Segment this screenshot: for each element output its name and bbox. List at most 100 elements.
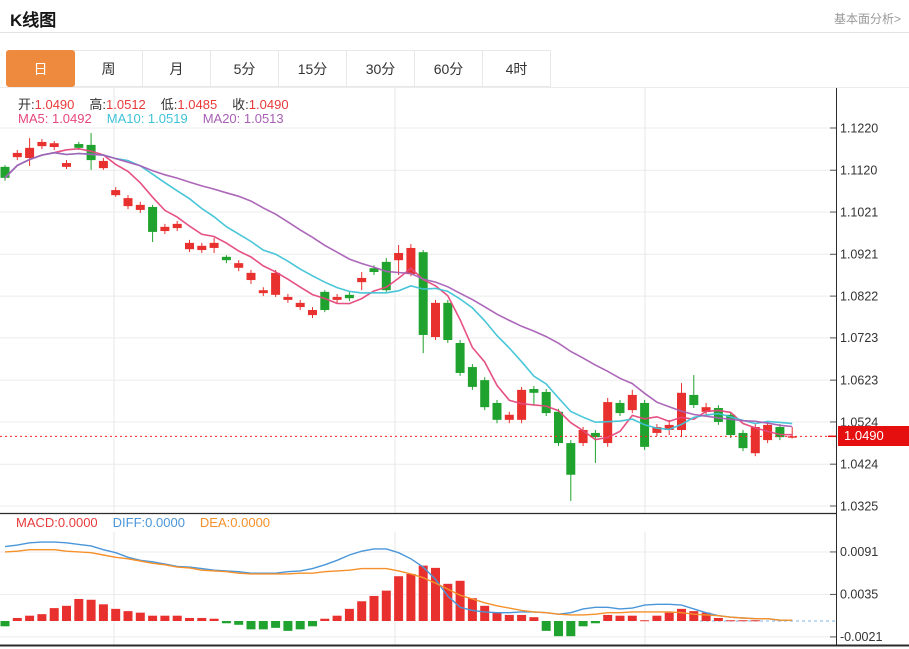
- macd-histogram-bar: [369, 595, 379, 621]
- macd-histogram-bar: [258, 621, 268, 630]
- macd-histogram-bar: [627, 615, 637, 621]
- macd-histogram-bar: [664, 612, 674, 621]
- ohlc-收-label: 收:: [232, 97, 249, 112]
- candle-body: [738, 432, 748, 449]
- ohlc-legend: 开:1.0490 高:1.0512 低:1.0485 收:1.0490: [18, 94, 304, 113]
- candle-body: [504, 414, 514, 420]
- macd-histogram-bar: [652, 615, 662, 621]
- macd-histogram-bar: [185, 617, 194, 621]
- macd-histogram-bar: [578, 621, 588, 627]
- macd-legend-label: MACD:: [16, 515, 58, 530]
- candle-body: [221, 256, 231, 261]
- fundamental-analysis-link[interactable]: 基本面分析>: [833, 12, 901, 26]
- candle-body: [283, 296, 293, 300]
- candle-body: [25, 147, 35, 158]
- candle-body: [713, 408, 723, 422]
- candle-body: [406, 247, 416, 275]
- ohlc-低-label: 低:: [160, 97, 178, 112]
- macd-histogram-bar: [49, 608, 59, 621]
- candle-body: [541, 391, 551, 414]
- macd-histogram-bar: [344, 608, 354, 621]
- ohlc-开: 开:1.0490: [18, 97, 74, 112]
- macd-histogram-bar: [111, 608, 121, 621]
- macd-histogram-bar: [25, 615, 35, 621]
- macd-histogram-bar: [123, 611, 133, 621]
- ma10-line: [4, 151, 793, 431]
- candle-body: [135, 204, 145, 210]
- candle-body: [578, 429, 588, 444]
- macd-histogram-bar: [750, 620, 760, 622]
- tab-30分[interactable]: 30分: [346, 50, 415, 87]
- macd-histogram-bar: [529, 617, 539, 621]
- macd-histogram-bar: [504, 614, 514, 621]
- tab-60分[interactable]: 60分: [414, 50, 483, 87]
- candle-body: [12, 152, 22, 158]
- macd-histogram-bar: [98, 604, 108, 621]
- candle-body: [111, 190, 121, 196]
- macd-histogram-bar: [160, 615, 170, 621]
- macd-histogram-bar: [394, 576, 404, 621]
- candle-body: [480, 380, 490, 408]
- macd-histogram-bar: [381, 590, 391, 621]
- ohlc-开-value: 1.0490: [34, 97, 75, 112]
- candle-body: [652, 427, 662, 433]
- macd-histogram-bar: [431, 567, 440, 621]
- current-price-value: 1.0490: [844, 428, 884, 443]
- tab-15分[interactable]: 15分: [278, 50, 347, 87]
- ma20-line: [4, 151, 793, 428]
- macd-histogram-bar: [554, 621, 563, 637]
- macd-legend: MACD:0.0000 DIFF:0.0000 DEA:0.0000: [16, 515, 285, 530]
- tab-日[interactable]: 日: [6, 50, 75, 87]
- candle-body: [603, 402, 613, 444]
- ma10-legend-value: 1.0519: [147, 111, 188, 126]
- candle-body: [62, 163, 71, 167]
- macd-histogram-bar: [467, 598, 477, 621]
- y-axis-label: 1.0921: [840, 248, 878, 262]
- ohlc-低: 低:1.0485: [161, 97, 217, 112]
- candle-body: [197, 245, 207, 251]
- macd-histogram-bar: [480, 605, 490, 621]
- ohlc-收-value: 1.0490: [248, 97, 289, 112]
- tab-5分[interactable]: 5分: [210, 50, 279, 87]
- ohlc-开-label: 开:: [18, 97, 35, 112]
- page-title: K线图: [10, 11, 57, 30]
- ma5-legend: MA5: 1.0492: [18, 111, 92, 126]
- candle-body: [492, 402, 502, 420]
- tab-月[interactable]: 月: [142, 50, 211, 87]
- ohlc-高-value: 1.0512: [106, 97, 146, 112]
- diff-legend-label: DIFF:: [112, 515, 146, 530]
- macd-histogram-bar: [701, 612, 711, 621]
- candle-body: [554, 411, 563, 444]
- macd-histogram-bar: [541, 621, 551, 631]
- candle-body: [86, 144, 96, 161]
- candle-body: [529, 389, 539, 393]
- y-axis-label: -0.0021: [840, 630, 882, 644]
- macd-histogram-bar: [283, 621, 293, 631]
- macd-histogram-bar: [135, 612, 145, 621]
- candle-body: [332, 296, 342, 300]
- candle-body: [750, 427, 760, 454]
- macd-legend-value: 0.0000: [57, 515, 98, 530]
- y-axis-label: 1.0325: [840, 499, 878, 513]
- candle-body: [74, 144, 84, 148]
- macd-histogram-bar: [62, 605, 71, 621]
- y-axis-label: 1.1120: [840, 164, 877, 178]
- tab-4时[interactable]: 4时: [482, 50, 551, 87]
- candle-body: [664, 424, 674, 430]
- diff-legend-value: 0.0000: [145, 515, 185, 530]
- title-divider: [0, 32, 909, 33]
- macd-histogram-bar: [726, 620, 736, 622]
- candle-body: [431, 302, 440, 338]
- ma-legend: MA5: 1.0492 MA10: 1.0519 MA20: 1.0513: [18, 111, 299, 126]
- tab-bar: 日周月 5分 15分 30分 60分 4时: [6, 50, 551, 87]
- macd-histogram-bar: [320, 618, 330, 621]
- tab-underline: [0, 87, 909, 88]
- macd-histogram-bar: [406, 573, 416, 621]
- macd-histogram-bar: [492, 612, 502, 621]
- ohlc-高-label: 高:: [89, 97, 107, 112]
- macd-histogram-bar: [615, 615, 625, 621]
- macd-legend: MACD:0.0000: [16, 515, 98, 530]
- macd-histogram-bar: [332, 615, 342, 621]
- candle-body: [295, 302, 305, 308]
